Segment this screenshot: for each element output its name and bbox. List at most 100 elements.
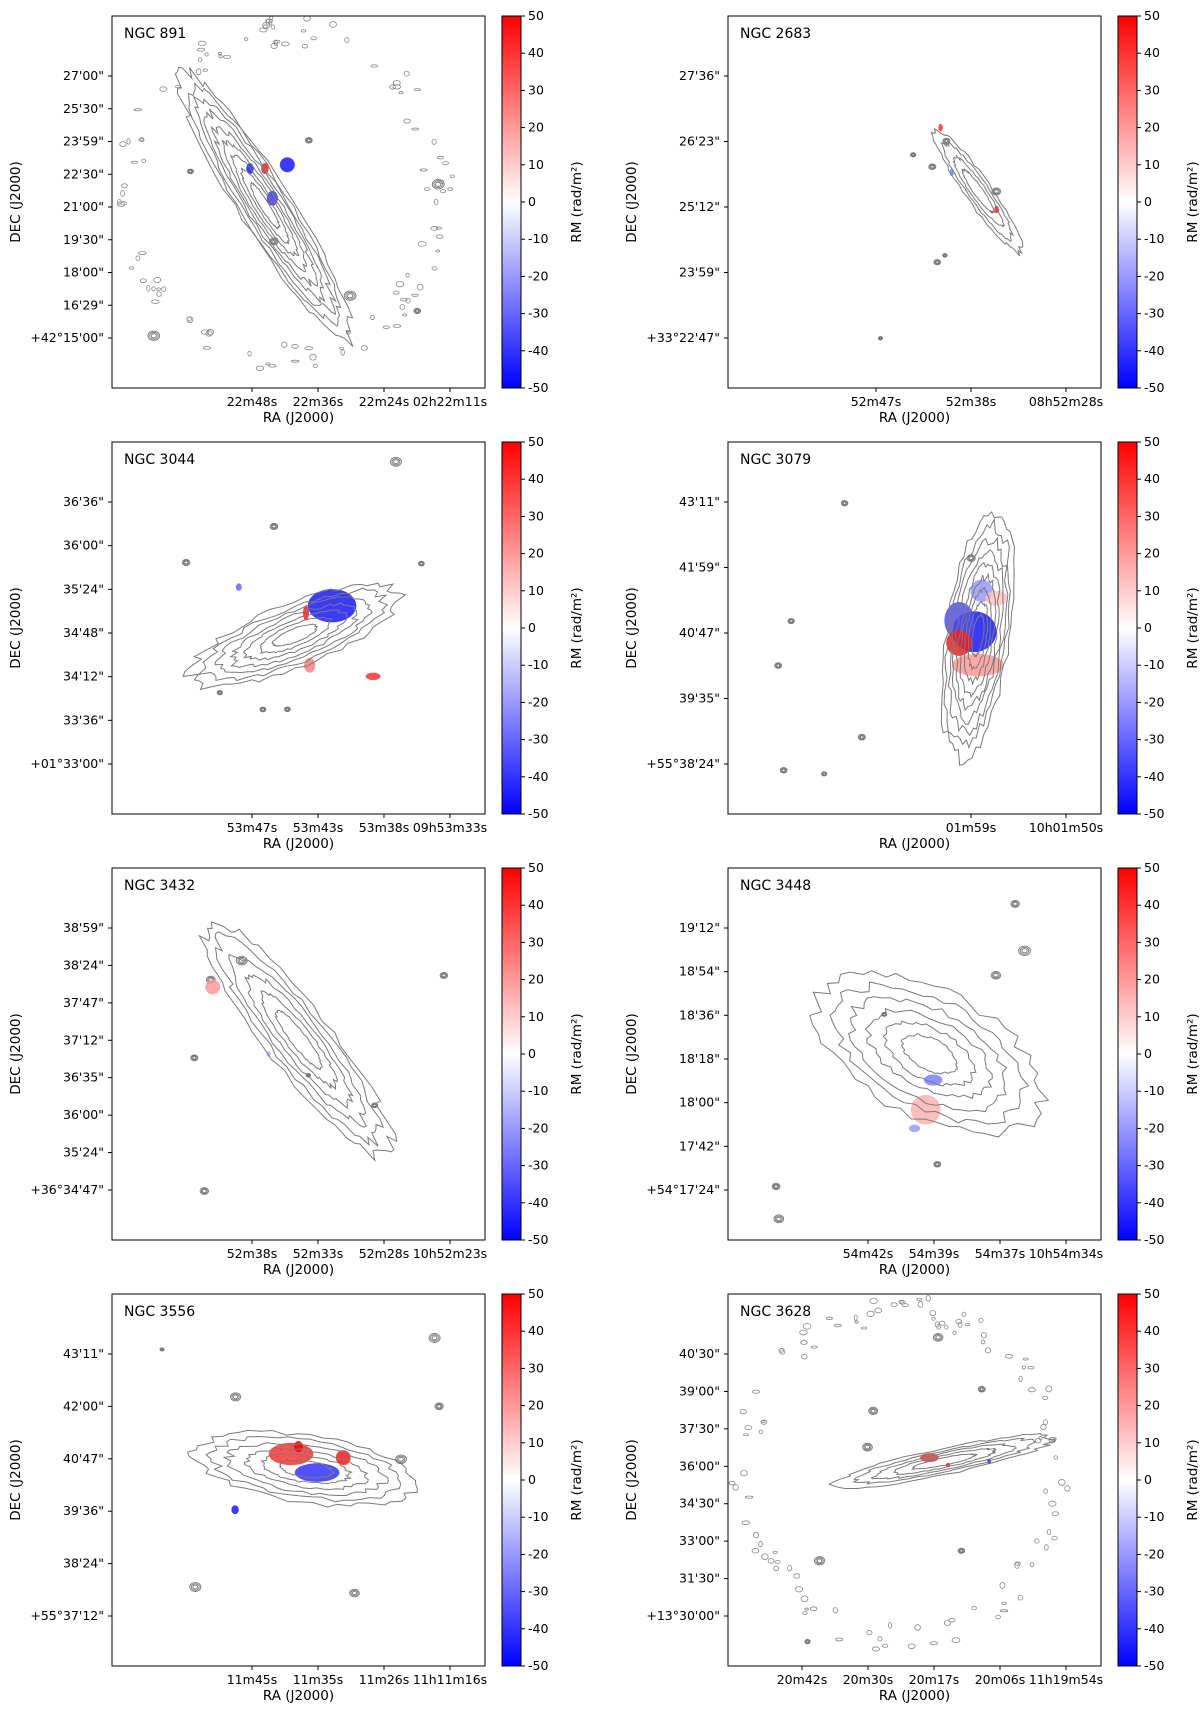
noise-contour xyxy=(121,183,128,189)
colorbar-tick-label: -20 xyxy=(1144,1546,1164,1561)
x-axis-label: RA (J2000) xyxy=(263,1262,334,1278)
source-contour xyxy=(417,560,425,567)
noise-contour xyxy=(416,283,424,291)
noise-contour xyxy=(753,1531,760,1539)
plot-area xyxy=(159,1333,444,1598)
source-contour xyxy=(813,1556,826,1566)
noise-contour xyxy=(161,286,167,292)
noise-contour xyxy=(419,168,428,172)
galaxy-contour xyxy=(870,1443,1018,1480)
y-tick-label: 34'12" xyxy=(63,669,104,684)
source-contour xyxy=(779,767,788,774)
x-tick-label: 10h01m50s xyxy=(1029,820,1103,835)
noise-contour xyxy=(866,1630,873,1636)
noise-contour xyxy=(135,255,141,261)
galaxy-contour xyxy=(952,154,1006,228)
noise-contour xyxy=(728,1480,736,1486)
noise-contour xyxy=(431,266,438,271)
y-tick-label: +42°15'00" xyxy=(30,330,104,345)
noise-contour xyxy=(1040,1423,1047,1430)
source-contour xyxy=(285,707,290,711)
x-tick-label: 53m43s xyxy=(293,820,344,835)
noise-contour xyxy=(800,1595,809,1603)
noise-contour xyxy=(795,1586,803,1593)
y-tick-label: 21'00" xyxy=(63,199,104,214)
noise-contour xyxy=(403,118,411,124)
rm-patch xyxy=(266,1051,271,1057)
noise-contour xyxy=(907,1643,916,1649)
noise-contour xyxy=(860,1326,868,1330)
source-contour xyxy=(934,1161,941,1167)
source-contour xyxy=(371,1102,379,1109)
noise-contour xyxy=(138,138,145,142)
x-tick-label: 22m36s xyxy=(293,394,344,409)
source-contour xyxy=(858,734,865,740)
noise-contour xyxy=(1046,1529,1052,1535)
colorbar-tick-label: 0 xyxy=(528,1472,536,1487)
colorbar-tick-label: -40 xyxy=(528,769,548,784)
source-contour xyxy=(389,456,402,467)
colorbar-tick-label: 10 xyxy=(528,157,544,172)
source-contour xyxy=(992,972,1000,979)
source-contour xyxy=(857,733,866,741)
y-tick-label: 37'47" xyxy=(63,995,104,1010)
noise-contour xyxy=(1034,1538,1040,1544)
noise-contour xyxy=(119,141,127,148)
x-tick-label: 53m38s xyxy=(359,820,410,835)
chart-panel: NGC 3044 36'36" 36'00" 35'24" 34'48" 34'12" 33… xyxy=(8,434,585,852)
colorbar-tick-label: 20 xyxy=(1144,972,1160,987)
source-contour xyxy=(774,662,783,669)
x-tick-label: 22m24s xyxy=(359,394,410,409)
galaxy-contour xyxy=(203,108,326,304)
noise-contour xyxy=(779,1349,786,1355)
source-contour xyxy=(218,691,222,695)
galaxy-contour xyxy=(214,596,373,673)
colorbar-tick-label: -40 xyxy=(1144,769,1164,784)
noise-contour xyxy=(434,198,439,206)
noise-contour xyxy=(995,1614,1001,1620)
source-contour xyxy=(271,524,277,529)
noise-contour xyxy=(1029,1562,1035,1567)
noise-contour xyxy=(447,187,454,191)
galaxy-contour xyxy=(260,1453,353,1485)
noise-contour xyxy=(833,1323,842,1328)
noise-contour xyxy=(744,1495,754,1499)
galaxy-contour xyxy=(278,1459,336,1479)
y-tick-label: 33'00" xyxy=(679,1533,720,1548)
y-tick-label: 18'18" xyxy=(679,1051,720,1066)
x-tick-label: 53m47s xyxy=(227,820,278,835)
colorbar-tick-label: -50 xyxy=(1144,380,1164,395)
source-contour xyxy=(187,169,193,174)
y-tick-label: 19'12" xyxy=(679,920,720,935)
y-tick-label: 22'30" xyxy=(63,166,104,181)
colorbar-tick-label: -50 xyxy=(1144,806,1164,821)
colorbar-tick-label: 0 xyxy=(528,620,536,635)
noise-contour xyxy=(117,201,125,207)
source-contour xyxy=(868,1406,879,1415)
rm-patch xyxy=(294,1440,303,1453)
colorbar-tick-label: 0 xyxy=(528,194,536,209)
x-tick-label: 54m42s xyxy=(843,1246,894,1261)
galaxy-contour xyxy=(260,990,338,1091)
source-contour xyxy=(822,772,826,776)
noise-contour xyxy=(268,20,273,26)
colorbar-tick-label: -50 xyxy=(528,1658,548,1673)
source-contour xyxy=(284,707,290,712)
y-tick-label: 38'24" xyxy=(63,1556,104,1571)
noise-contour xyxy=(395,280,405,288)
colorbar-tick-label: 0 xyxy=(1144,194,1152,209)
noise-contour xyxy=(929,1641,939,1646)
noise-contour xyxy=(175,85,181,89)
colorbar-tick-label: 10 xyxy=(528,1435,544,1450)
galaxy-contour xyxy=(961,167,996,214)
colorbar-tick-label: 0 xyxy=(1144,1046,1152,1061)
colorbar-tick-label: -40 xyxy=(528,1195,548,1210)
source-contour xyxy=(789,619,794,623)
noise-contour xyxy=(442,161,449,166)
colorbar-tick-label: 50 xyxy=(528,434,544,449)
panel-title: NGC 3079 xyxy=(740,452,811,468)
x-tick-label: 11m26s xyxy=(359,1672,410,1687)
source-contour xyxy=(183,560,189,565)
colorbar-tick-label: 40 xyxy=(528,897,544,912)
noise-contour xyxy=(303,16,311,22)
